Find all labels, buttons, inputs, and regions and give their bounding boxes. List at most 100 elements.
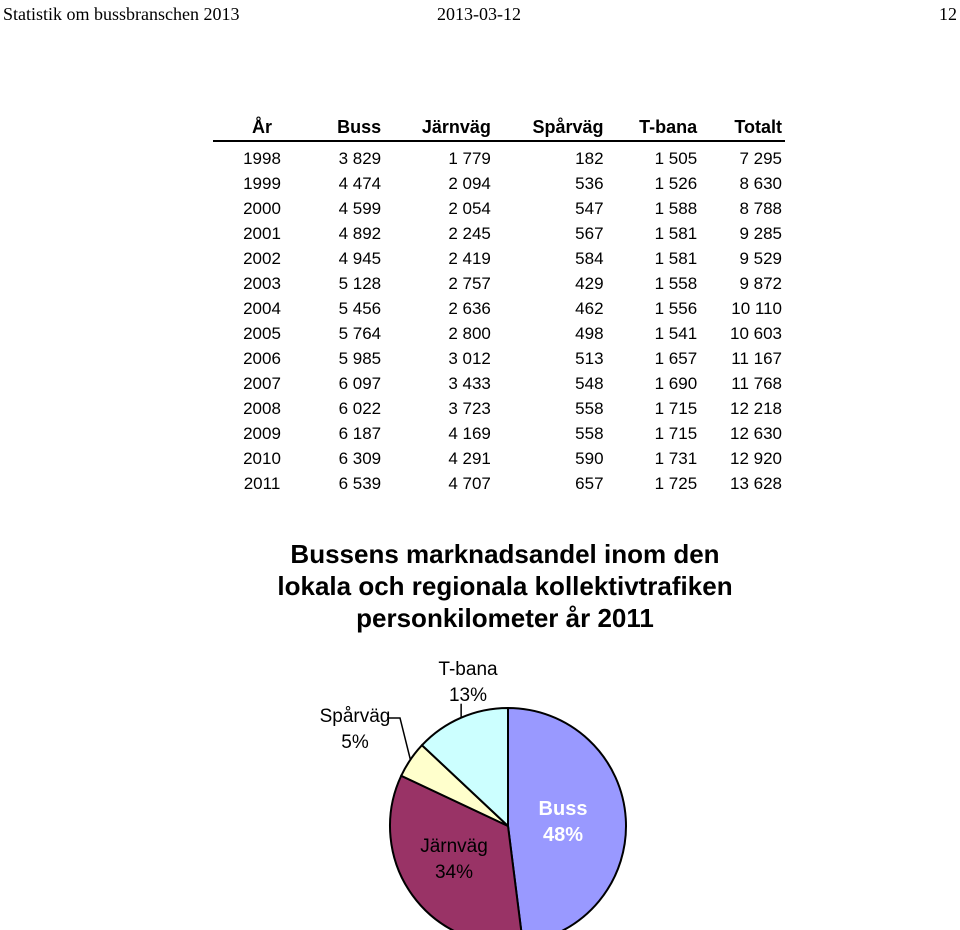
column-header-sparvag: Spårväg [493, 115, 607, 142]
table-cell-value: 4 291 [448, 448, 491, 468]
table-cell-value: 8 630 [739, 173, 782, 193]
table-cell-value: 3 829 [338, 148, 382, 168]
table-cell-value: 10 110 [731, 298, 782, 318]
table-cell-value: 3 433 [448, 373, 491, 393]
table-cell-value: 182 [575, 148, 604, 168]
pie-label-jarnvag-value: 34% [435, 862, 473, 883]
table-cell-year: 2001 [243, 223, 281, 243]
table-cell-value: 12 218 [730, 398, 782, 418]
pie-label-sparvag-value: 5% [341, 732, 369, 753]
table-row: 2007 6 097 3 433 548 1 690 11 768 [213, 371, 785, 396]
table-row: 2009 6 187 4 169 558 1 715 12 630 [213, 421, 785, 446]
table-body: 1998 3 829 1 779 182 1 505 7 295 1999 4 474 2 09… [213, 141, 785, 496]
table-cell-value: 6 187 [338, 423, 382, 443]
pie-label-t-bana-name: T-bana [438, 659, 498, 680]
pie-slice-t-bana [420, 706, 509, 829]
table-cell-value: 6 539 [338, 473, 382, 493]
table-cell-value: 1 581 [654, 223, 698, 243]
table-cell-value: 2 419 [448, 248, 491, 268]
table-cell-value: 547 [575, 198, 604, 218]
table-row: 2011 6 539 4 707 657 1 725 13 628 [213, 471, 785, 496]
table-cell-value: 4 169 [448, 423, 491, 443]
table-cell-value: 1 581 [654, 248, 698, 268]
pie-chart-title: Bussens marknadsandel inom den lokala oc… [0, 538, 960, 634]
table-cell-value: 657 [575, 473, 604, 493]
table-cell-value: 2 636 [448, 298, 491, 318]
column-header-tbana: T-bana [606, 115, 701, 142]
table-cell-year: 2002 [243, 248, 281, 268]
table-cell-value: 9 529 [739, 248, 782, 268]
table-row: 2002 4 945 2 419 584 1 581 9 529 [213, 246, 785, 271]
table-row: 2000 4 599 2 054 547 1 588 8 788 [213, 196, 785, 221]
table-cell-year: 2011 [243, 473, 281, 493]
column-header-buss: Buss [311, 115, 385, 142]
pie-label-jarnvag-name: Järnväg [420, 836, 488, 857]
pie-slice-buss [507, 706, 627, 930]
column-header-totalt: Totalt [700, 115, 785, 142]
table-row: 2003 5 128 2 757 429 1 558 9 872 [213, 271, 785, 296]
table-cell-value: 548 [575, 373, 604, 393]
table-cell-value: 1 779 [448, 148, 491, 168]
pie-label-buss-value: 48% [543, 824, 583, 846]
table-cell-value: 1 731 [654, 448, 698, 468]
table-cell-value: 5 456 [338, 298, 382, 318]
table-cell-year: 1999 [243, 173, 281, 193]
table-cell-value: 5 764 [338, 323, 382, 343]
table-cell-value: 1 588 [654, 198, 698, 218]
table-cell-value: 4 892 [338, 223, 382, 243]
table-row: 2001 4 892 2 245 567 1 581 9 285 [213, 221, 785, 246]
table-cell-value: 584 [575, 248, 604, 268]
table-cell-value: 1 541 [654, 323, 698, 343]
table-cell-value: 513 [575, 348, 604, 368]
pie-label-t-bana-value: 13% [449, 685, 487, 706]
pie-title-line-2: lokala och regionala kollektivtrafiken [277, 571, 733, 601]
table-cell-value: 8 788 [739, 198, 782, 218]
pie-title-line-1: Bussens marknadsandel inom den [290, 539, 720, 569]
table-cell-value: 429 [575, 273, 604, 293]
table-cell-value: 2 757 [448, 273, 491, 293]
table-cell-value: 4 474 [338, 173, 382, 193]
table-cell-value: 5 985 [338, 348, 382, 368]
table-cell-value: 7 295 [739, 148, 782, 168]
passenger-km-table: År Buss Järnväg Spårväg T-bana Totalt 19… [213, 115, 785, 496]
table-cell-value: 12 920 [730, 448, 782, 468]
table-cell-value: 1 715 [654, 398, 698, 418]
document-date: 2013-03-12 [437, 4, 521, 24]
table-cell-value: 1 715 [654, 423, 698, 443]
table-cell-value: 6 097 [338, 373, 382, 393]
table-cell-year: 2005 [243, 323, 281, 343]
table-cell-value: 11 768 [731, 373, 782, 393]
page-header: Statistik om bussbranschen 2013 2013-03-… [0, 0, 960, 30]
table-cell-value: 6 022 [338, 398, 382, 418]
pie-label-buss-name: Buss [539, 798, 588, 820]
page-number: 12 [939, 4, 957, 24]
column-header-jarnvag: Järnväg [384, 115, 494, 142]
table-cell-year: 2007 [243, 373, 281, 393]
table-cell-value: 4 707 [448, 473, 491, 493]
table-cell-year: 2010 [243, 448, 281, 468]
column-header-year: År [213, 115, 311, 142]
table-cell-year: 2009 [243, 423, 281, 443]
table-cell-value: 1 505 [654, 148, 698, 168]
table-cell-value: 2 245 [448, 223, 491, 243]
table-cell-value: 9 872 [739, 273, 782, 293]
table-cell-value: 3 723 [448, 398, 491, 418]
table-header-row: År Buss Järnväg Spårväg T-bana Totalt [213, 115, 785, 142]
pie-slice-jarnvag [389, 774, 523, 930]
table-row: 2008 6 022 3 723 558 1 715 12 218 [213, 396, 785, 421]
table-cell-value: 1 526 [654, 173, 698, 193]
table-row: 1998 3 829 1 779 182 1 505 7 295 [213, 141, 785, 171]
table-cell-value: 536 [575, 173, 604, 193]
table-cell-value: 13 628 [730, 473, 782, 493]
table-cell-value: 5 128 [338, 273, 382, 293]
table-cell-value: 2 094 [448, 173, 491, 193]
table-row: 2010 6 309 4 291 590 1 731 12 920 [213, 446, 785, 471]
table-cell-value: 2 800 [448, 323, 491, 343]
table-cell-year: 2006 [243, 348, 281, 368]
table-row: 1999 4 474 2 094 536 1 526 8 630 [213, 171, 785, 196]
table-cell-value: 11 167 [731, 348, 782, 368]
table-cell-value: 558 [575, 398, 604, 418]
table-cell-value: 10 603 [730, 323, 782, 343]
table-cell-value: 567 [575, 223, 604, 243]
